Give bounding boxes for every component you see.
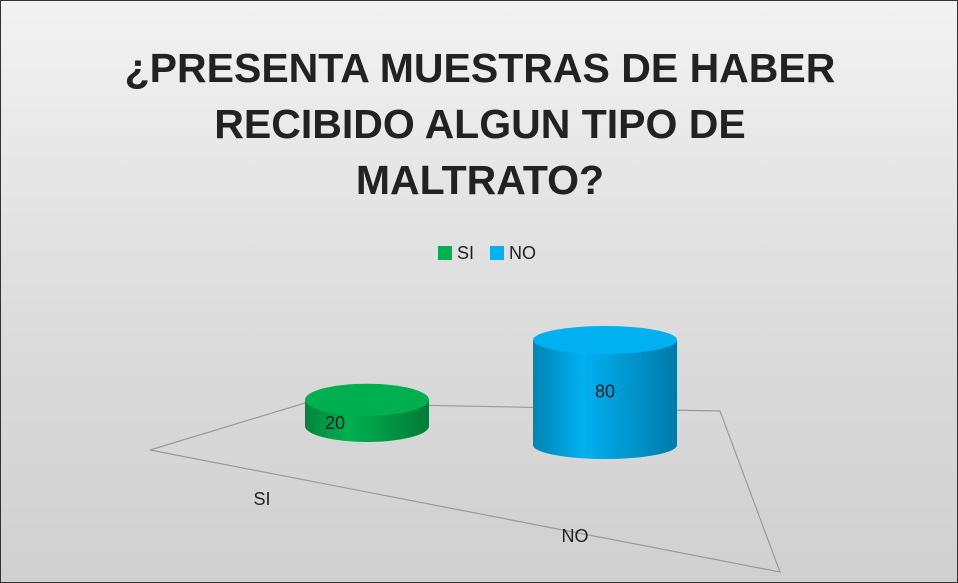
legend-label: NO <box>509 243 536 263</box>
legend-swatch <box>438 246 452 260</box>
x-tick-label: NO <box>562 526 589 546</box>
cylinder-body <box>533 340 677 459</box>
data-label: 80 <box>595 381 615 401</box>
cylinder-top <box>305 383 429 416</box>
data-label: 20 <box>325 413 345 433</box>
x-tick-label: SI <box>253 489 270 509</box>
cylinder-top <box>533 326 677 354</box>
legend-label: SI <box>457 243 474 263</box>
legend-swatch <box>490 246 505 260</box>
chart-title: ¿PRESENTA MUESTRAS DE HABER RECIBIDO ALG… <box>124 45 836 203</box>
floor <box>149 402 781 573</box>
